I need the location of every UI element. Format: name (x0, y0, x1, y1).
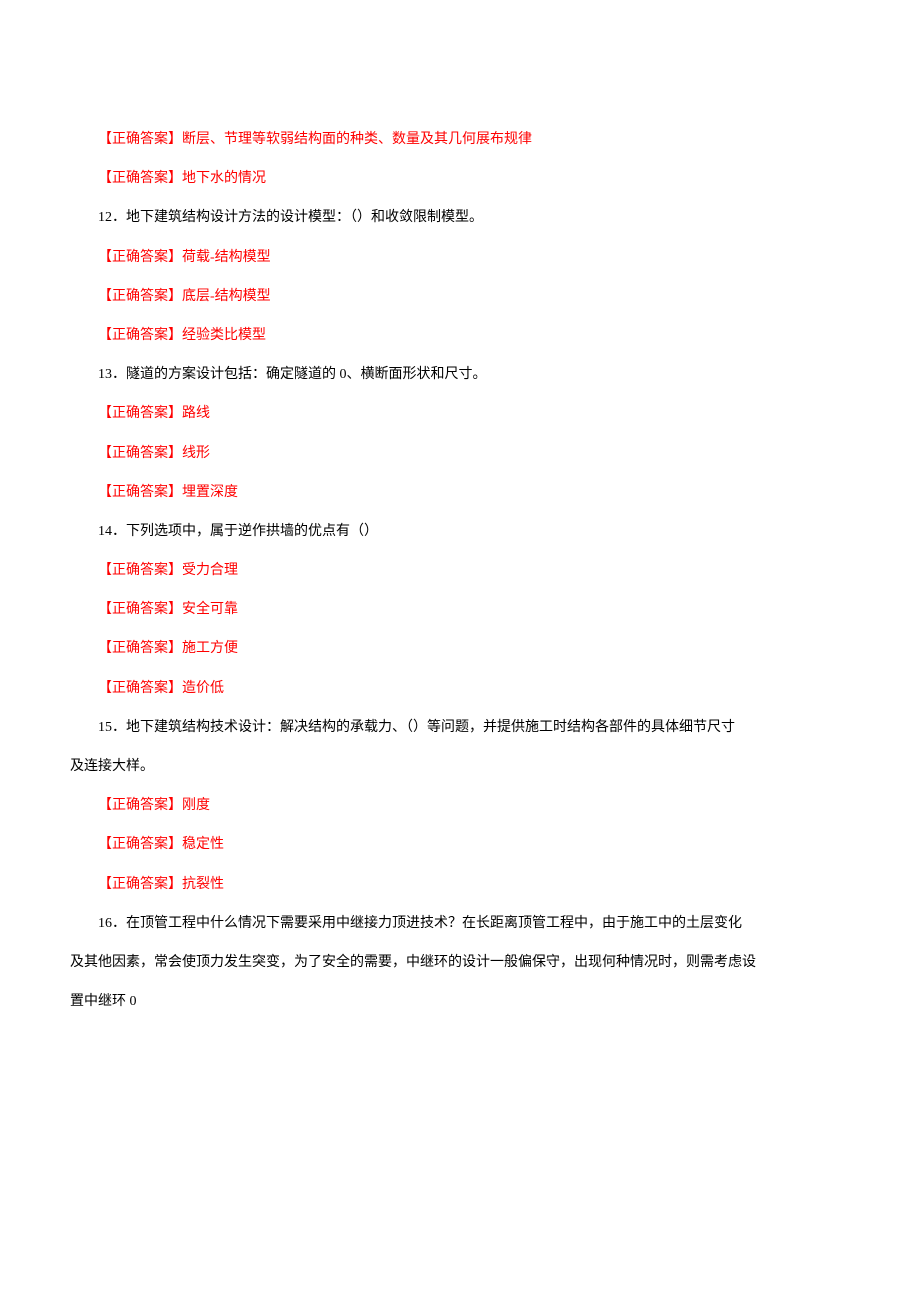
answer-text: 施工方便 (182, 641, 238, 656)
answer-text: 安全可靠 (182, 602, 238, 617)
question-text: 置中继环 0 (70, 994, 137, 1009)
answer-line: 【正确答案】施工方便 (70, 629, 850, 668)
question-number: 16 (98, 916, 112, 931)
answer-text: 抗裂性 (182, 877, 224, 892)
answer-text: 线形 (182, 446, 210, 461)
question-text: ．下列选项中，属于逆作拱墙的优点有（） (112, 524, 378, 539)
answer-label: 【正确答案】 (98, 563, 182, 578)
answer-text: 荷载-结构模型 (182, 250, 271, 265)
question-text: 及连接大样。 (70, 759, 154, 774)
answer-label: 【正确答案】 (98, 406, 182, 421)
answer-text: 路线 (182, 406, 210, 421)
question-number: 15 (98, 720, 112, 735)
answer-text: 经验类比模型 (182, 328, 266, 343)
question-text: 及其他因素，常会使顶力发生突变，为了安全的需要，中继环的设计一般偏保守，出现何种… (70, 955, 756, 970)
answer-line: 【正确答案】稳定性 (70, 825, 850, 864)
answer-label: 【正确答案】 (98, 328, 182, 343)
answer-label: 【正确答案】 (98, 289, 182, 304)
answer-line: 【正确答案】安全可靠 (70, 590, 850, 629)
question-line: 12．地下建筑结构设计方法的设计模型：（）和收敛限制模型。 (70, 198, 850, 237)
question-continuation: 及连接大样。 (70, 747, 850, 786)
question-continuation: 置中继环 0 (70, 982, 850, 1021)
question-line: 14．下列选项中，属于逆作拱墙的优点有（） (70, 512, 850, 551)
answer-label: 【正确答案】 (98, 446, 182, 461)
answer-label: 【正确答案】 (98, 132, 182, 147)
answer-line: 【正确答案】线形 (70, 434, 850, 473)
answer-line: 【正确答案】底层-结构模型 (70, 277, 850, 316)
answer-line: 【正确答案】路线 (70, 394, 850, 433)
answer-text: 断层、节理等软弱结构面的种类、数量及其几何展布规律 (182, 132, 532, 147)
answer-text: 地下水的情况 (182, 171, 266, 186)
question-number: 14 (98, 524, 112, 539)
answer-line: 【正确答案】造价低 (70, 669, 850, 708)
answer-label: 【正确答案】 (98, 602, 182, 617)
question-continuation: 及其他因素，常会使顶力发生突变，为了安全的需要，中继环的设计一般偏保守，出现何种… (70, 943, 850, 982)
answer-text: 埋置深度 (182, 485, 238, 500)
question-line: 13．隧道的方案设计包括：确定隧道的 0、横断面形状和尺寸。 (70, 355, 850, 394)
answer-line: 【正确答案】断层、节理等软弱结构面的种类、数量及其几何展布规律 (70, 120, 850, 159)
question-text: ．在顶管工程中什么情况下需要采用中继接力顶进技术？在长距离顶管工程中，由于施工中… (112, 916, 742, 931)
answer-label: 【正确答案】 (98, 877, 182, 892)
question-number: 13 (98, 367, 112, 382)
answer-line: 【正确答案】经验类比模型 (70, 316, 850, 355)
answer-label: 【正确答案】 (98, 485, 182, 500)
answer-text: 底层-结构模型 (182, 289, 271, 304)
answer-label: 【正确答案】 (98, 798, 182, 813)
question-line: 16．在顶管工程中什么情况下需要采用中继接力顶进技术？在长距离顶管工程中，由于施… (70, 904, 850, 943)
question-text: ．地下建筑结构技术设计：解决结构的承载力、（）等问题，并提供施工时结构各部件的具… (112, 720, 735, 735)
answer-label: 【正确答案】 (98, 641, 182, 656)
answer-text: 刚度 (182, 798, 210, 813)
answer-line: 【正确答案】抗裂性 (70, 865, 850, 904)
answer-label: 【正确答案】 (98, 250, 182, 265)
answer-line: 【正确答案】埋置深度 (70, 473, 850, 512)
answer-line: 【正确答案】受力合理 (70, 551, 850, 590)
answer-label: 【正确答案】 (98, 681, 182, 696)
answer-label: 【正确答案】 (98, 837, 182, 852)
answer-text: 受力合理 (182, 563, 238, 578)
answer-line: 【正确答案】荷载-结构模型 (70, 238, 850, 277)
answer-text: 稳定性 (182, 837, 224, 852)
question-number: 12 (98, 210, 112, 225)
question-text: ．隧道的方案设计包括：确定隧道的 0、横断面形状和尺寸。 (112, 367, 487, 382)
answer-line: 【正确答案】地下水的情况 (70, 159, 850, 198)
answer-text: 造价低 (182, 681, 224, 696)
question-line: 15．地下建筑结构技术设计：解决结构的承载力、（）等问题，并提供施工时结构各部件… (70, 708, 850, 747)
document-page: 【正确答案】断层、节理等软弱结构面的种类、数量及其几何展布规律【正确答案】地下水… (0, 0, 920, 1081)
answer-label: 【正确答案】 (98, 171, 182, 186)
question-text: ．地下建筑结构设计方法的设计模型：（）和收敛限制模型。 (112, 210, 483, 225)
answer-line: 【正确答案】刚度 (70, 786, 850, 825)
